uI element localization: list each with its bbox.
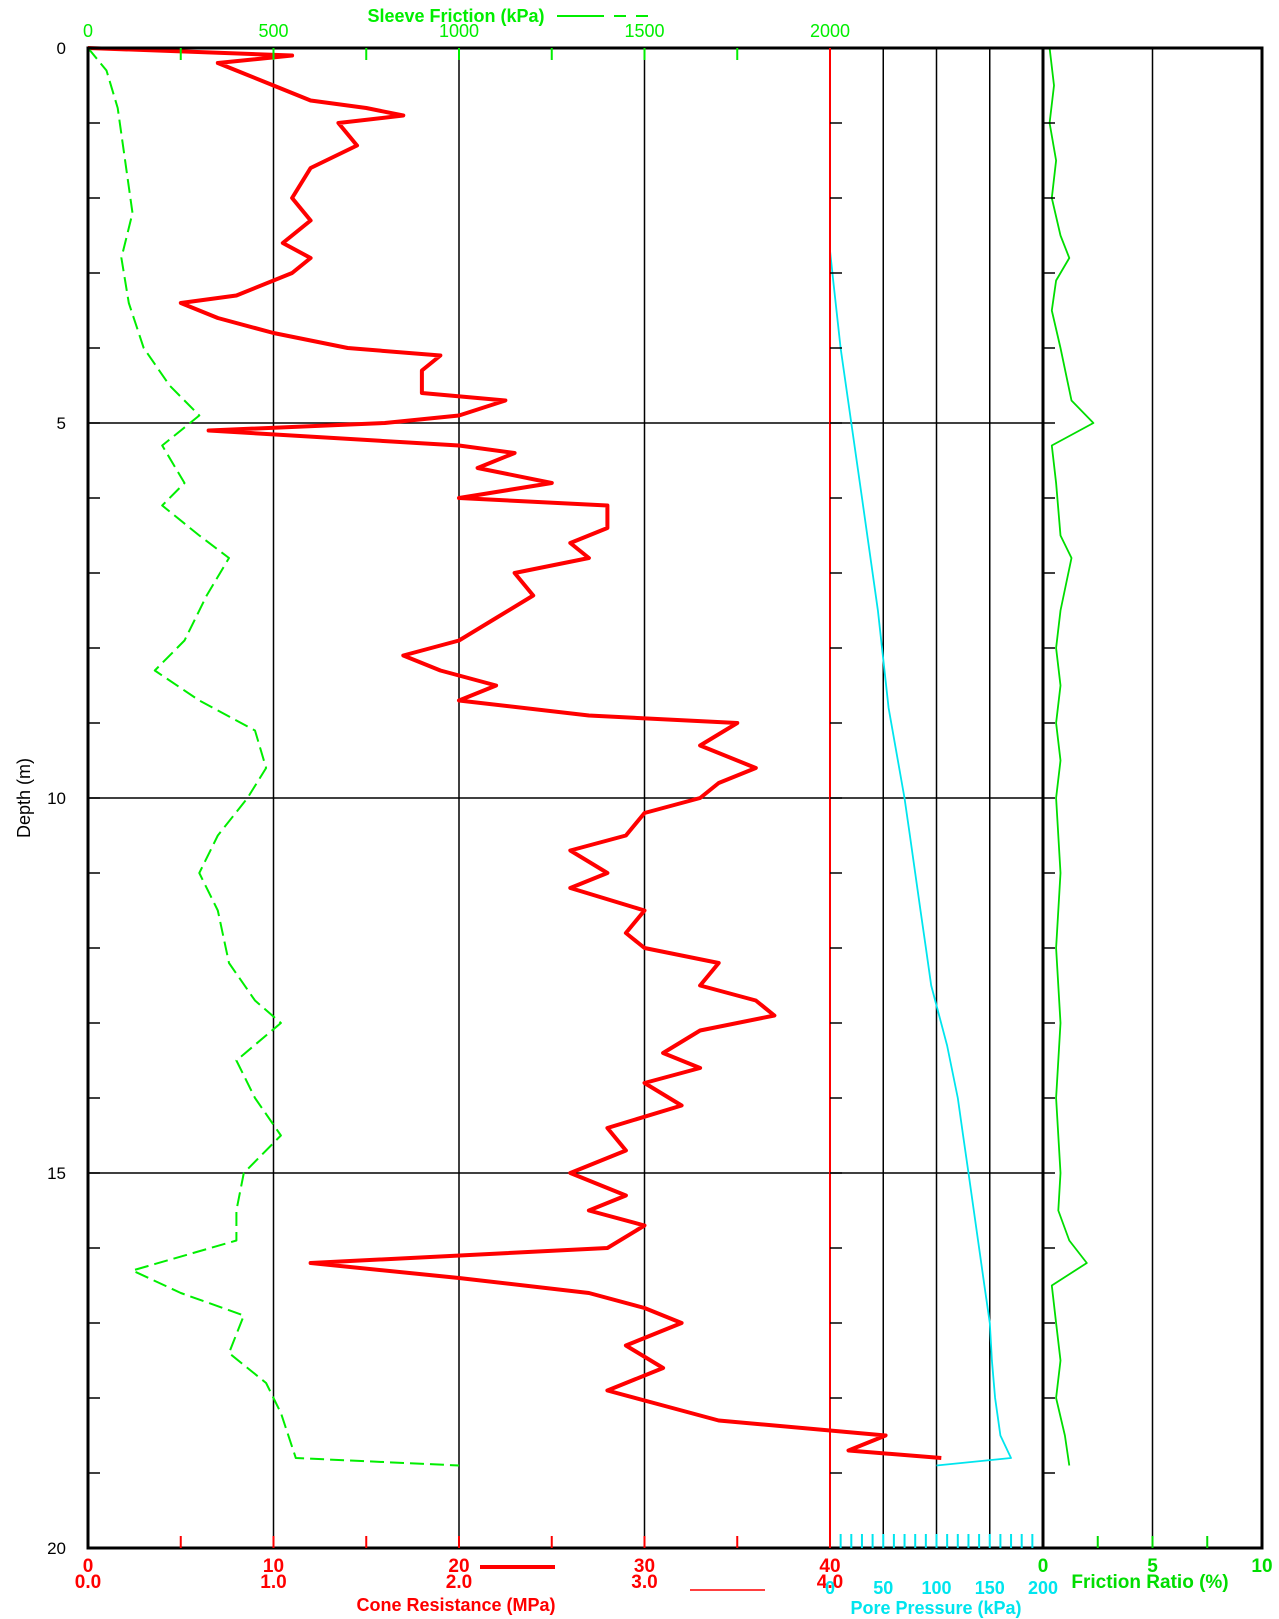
cone-tick-label: 10 <box>263 1556 284 1577</box>
pore-tick-label: 0 <box>825 1578 835 1598</box>
cone-tick-label: 40 <box>819 1556 840 1577</box>
depth-tick-label: 0 <box>57 39 66 58</box>
cone-secondary-tick-label: 1.0 <box>260 1572 286 1593</box>
depth-tick-label: 20 <box>47 1539 66 1558</box>
series-layer <box>87 46 1095 1467</box>
pore-tick-label: 100 <box>921 1578 951 1598</box>
friction-tick-label: 5 <box>1147 1556 1158 1577</box>
depth-tick-label: 15 <box>47 1164 66 1183</box>
sleeve-tick-label: 1500 <box>624 21 664 41</box>
cone-secondary-tick-label: 3.0 <box>631 1572 657 1593</box>
friction-tick-label: 0 <box>1038 1556 1049 1577</box>
cone-secondary-tick-label: 2.0 <box>446 1572 472 1593</box>
depth-tick-label: 10 <box>47 789 66 808</box>
pore-tick-label: 150 <box>975 1578 1005 1598</box>
cone-tick-label: 30 <box>634 1556 655 1577</box>
depth-axis-title: Depth (m) <box>14 758 34 838</box>
sleeve-tick-label: 0 <box>83 21 93 41</box>
friction-series-line <box>1048 47 1095 1466</box>
friction-axis-title: Friction Ratio (%) <box>1071 1572 1228 1593</box>
pore-series-line <box>829 250 1012 1467</box>
cone-series-line <box>87 46 942 1460</box>
grid-layer <box>88 48 1154 1548</box>
pore-tick-label: 50 <box>873 1578 893 1598</box>
friction-tick-label: 10 <box>1251 1556 1272 1577</box>
sleeve-series-line <box>87 47 460 1467</box>
cone-tick-label: 0 <box>83 1556 94 1577</box>
sleeve-tick-label: 500 <box>258 21 288 41</box>
cone-secondary-tick-label: 0.0 <box>75 1572 101 1593</box>
cone-secondary-tick-label: 4.0 <box>817 1572 843 1593</box>
pore-tick-label: 200 <box>1028 1578 1058 1598</box>
sleeve-tick-label: 1000 <box>439 21 479 41</box>
frame-layer <box>86 46 1264 1550</box>
sleeve-axis-title: Sleeve Friction (kPa) <box>367 6 544 26</box>
pore-axis-title: Pore Pressure (kPa) <box>850 1598 1021 1618</box>
sleeve-tick-label: 2000 <box>810 21 850 41</box>
depth-tick-label: 5 <box>57 414 66 433</box>
cone-tick-label: 20 <box>448 1556 469 1577</box>
cone-axis-title: Cone Resistance (MPa) <box>356 1595 555 1615</box>
